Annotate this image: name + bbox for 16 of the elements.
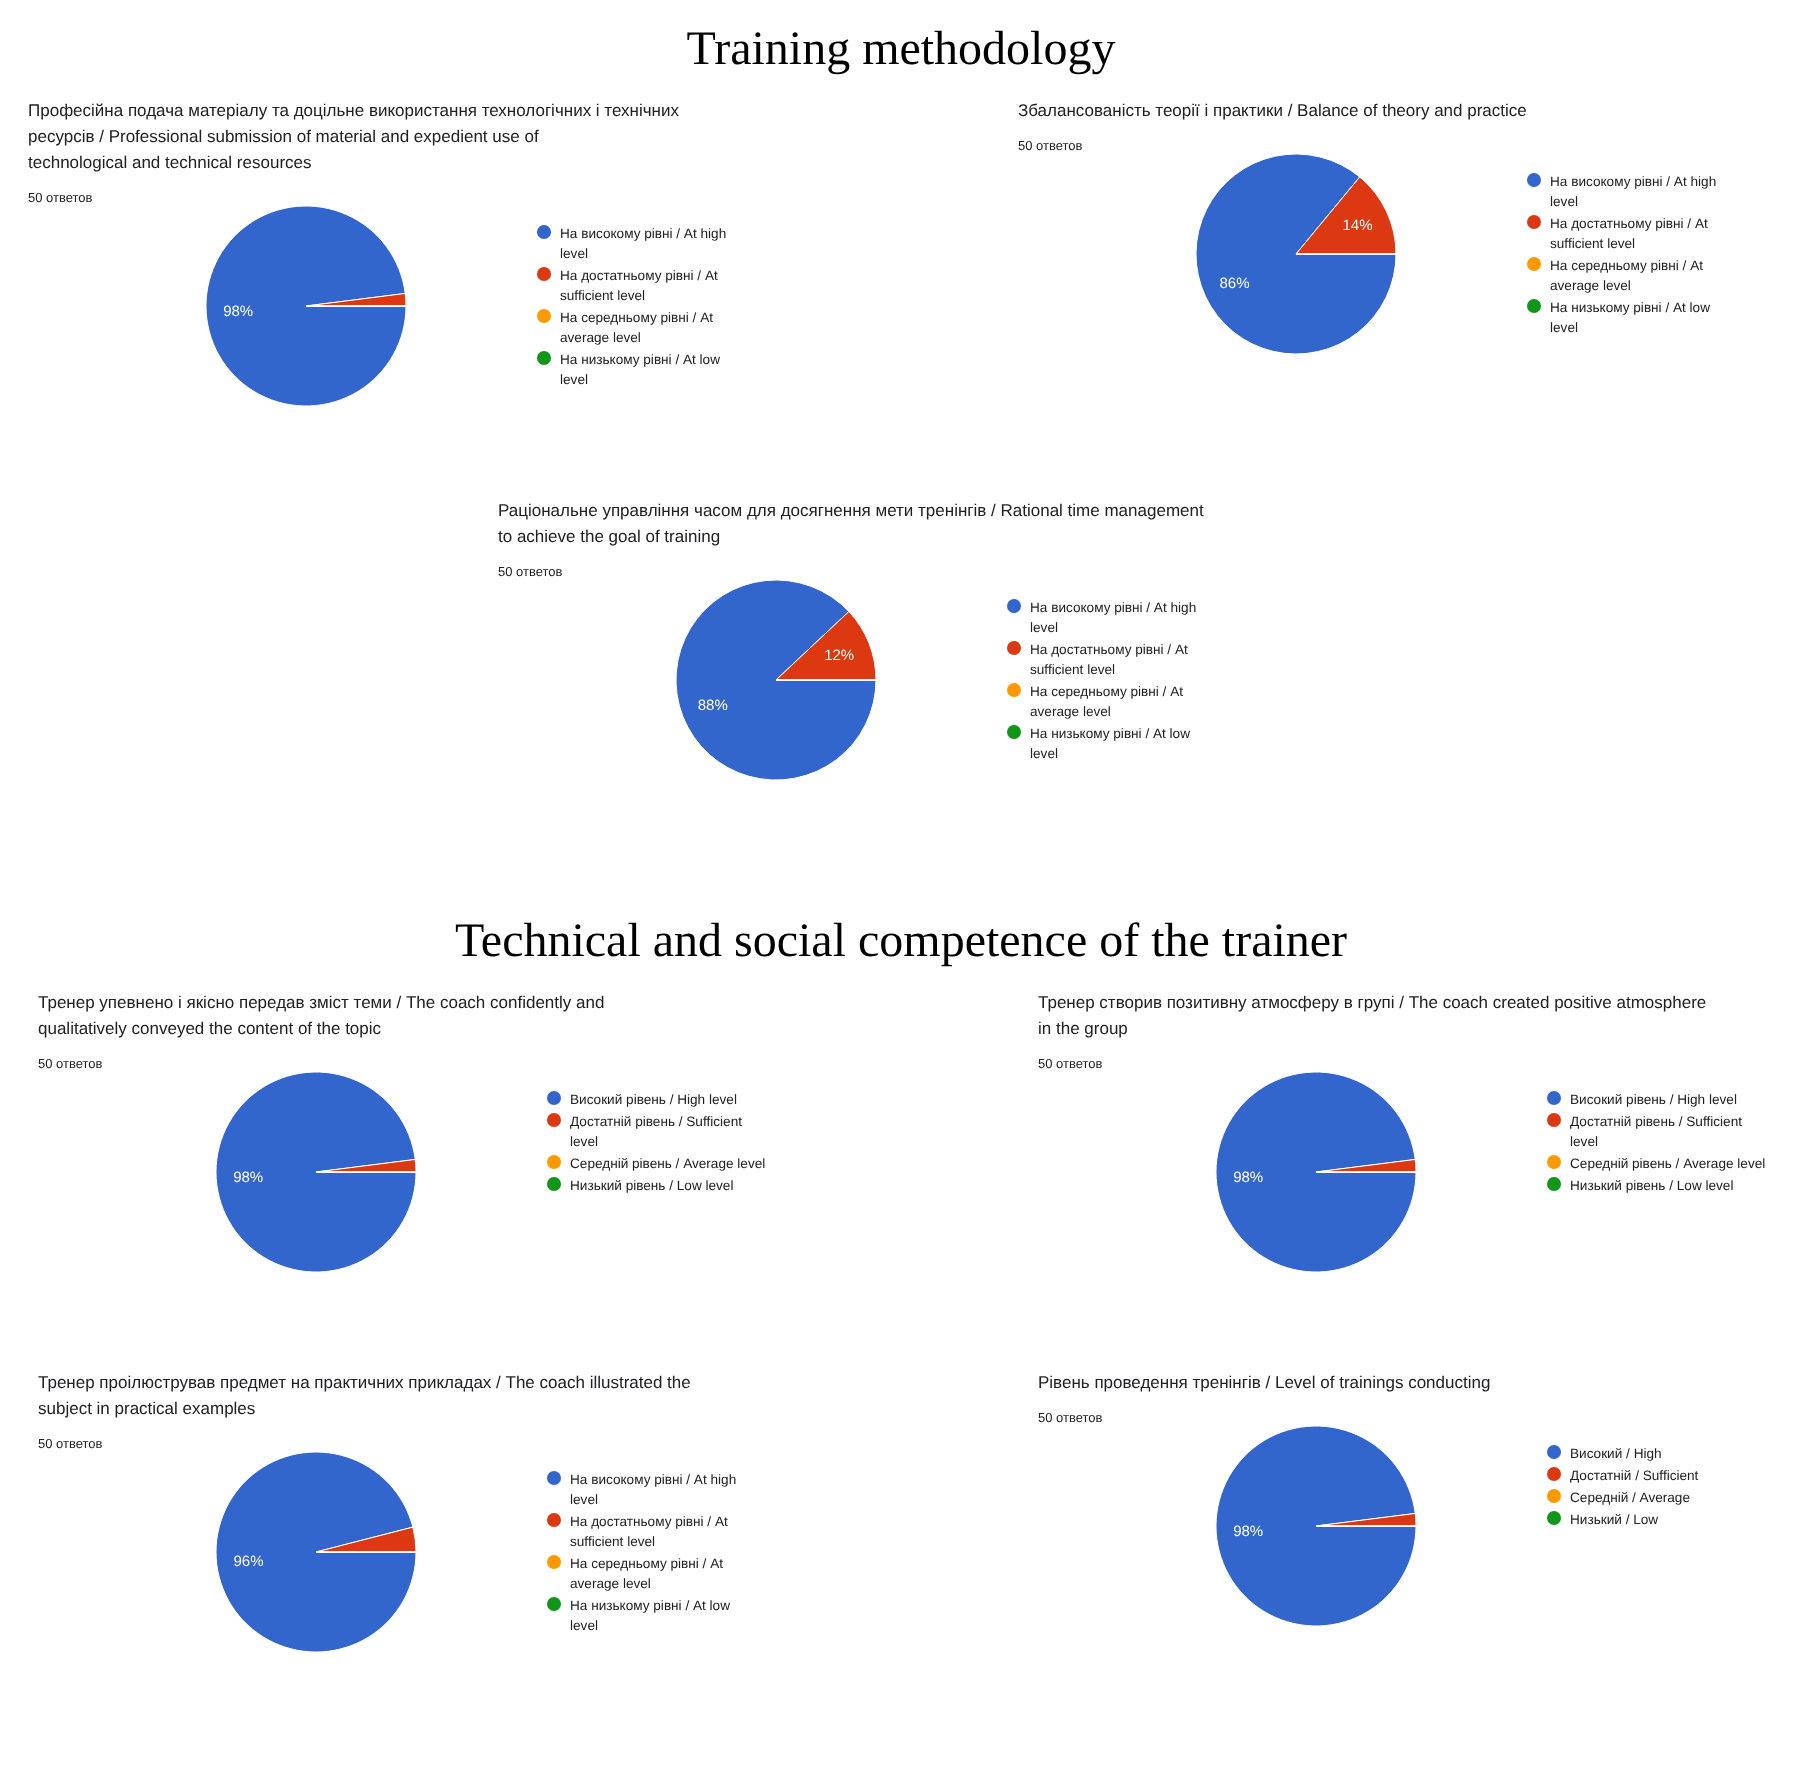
chart-title: Рівень проведення тренінгів / Level of trainings conducting: [1038, 1372, 1491, 1392]
text: Technical and social competence of the trainer: [454, 916, 1348, 968]
pie-slice: [675, 579, 877, 781]
chart-title: Тренер проілюстрував предмет на практичних прикладах / The coach illustrated the subject in practical examples: [38, 1372, 692, 1418]
text: Training methodology: [686, 24, 1116, 76]
chart-title: Збалансованість теорії і практики / Balance of theory and practice: [1018, 100, 1528, 120]
pie-slice: [1195, 153, 1397, 355]
pie-slice: [1215, 1425, 1417, 1627]
pie-slice: [205, 205, 407, 407]
chart-title: Тренер упевнено і якісно передав зміст теми / The coach confidently and qualitatively conveyed the content of the topic: [38, 992, 605, 1038]
chart-title: Професійна подача матеріалу та доцільне використання технологічних і технічних ресурсів / Professional submission of material and expedient use of technological and technical resources: [28, 100, 681, 172]
pie-slice: [215, 1071, 417, 1273]
pie-slice: [215, 1451, 417, 1653]
chart-title: Тренер створив позитивну атмосферу в групі / The coach created positive atmosphere in the group: [1038, 992, 1707, 1038]
pie-slice: [1215, 1071, 1417, 1273]
chart-title: Раціональне управління часом для досягнення мети тренінгів / Rational time management to achieve the goal of training: [498, 500, 1205, 546]
